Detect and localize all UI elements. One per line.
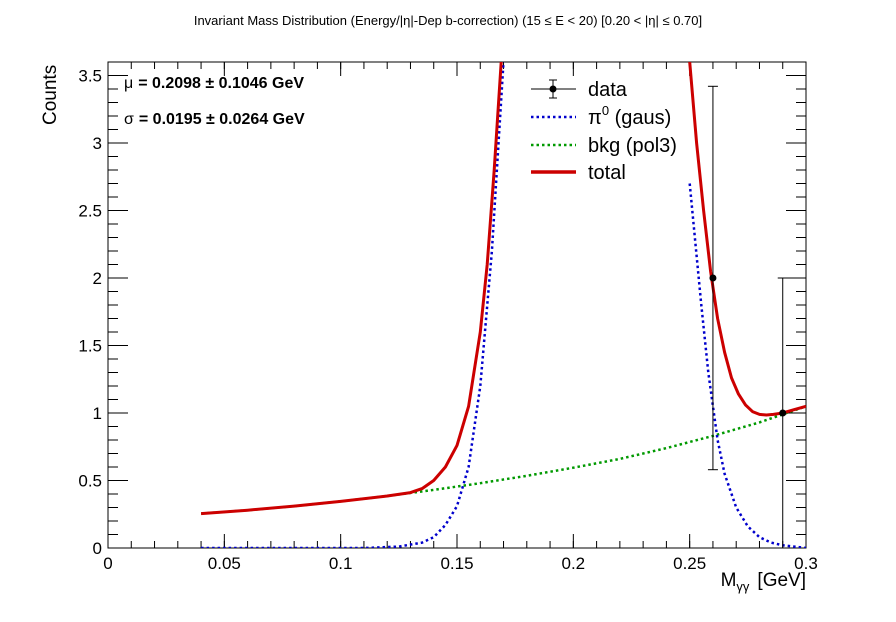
data-point xyxy=(709,274,717,282)
x-axis-label-main: M xyxy=(721,570,737,591)
mu-symbol: μ xyxy=(124,75,133,92)
sigma-annotation: σ = 0.0195 ± 0.0264 GeV xyxy=(124,111,305,128)
y-tick-label: 1.5 xyxy=(78,337,102,356)
x-tick-label: 0.2 xyxy=(562,554,586,573)
x-tick-label: 0.25 xyxy=(673,554,706,573)
legend-label-bkg: bkg (pol3) xyxy=(588,135,677,157)
total-fit-curve xyxy=(200,62,806,516)
mu-annotation: μ = 0.2098 ± 0.1046 GeV xyxy=(124,75,304,92)
x-axis-label: Mγγ [GeV] xyxy=(721,570,806,594)
mu-value: = 0.2098 ± 0.1046 GeV xyxy=(138,75,304,92)
y-tick-label: 2.5 xyxy=(78,202,102,221)
y-tick-label: 3 xyxy=(93,134,102,153)
legend-entry-total: total xyxy=(531,162,626,184)
legend-pi0-symbol: π xyxy=(588,107,602,129)
pi0-gaus-curve xyxy=(201,62,806,548)
x-axis-label-unit: [GeV] xyxy=(757,570,806,591)
chart-title: Invariant Mass Distribution (Energy/|η|-… xyxy=(194,13,702,28)
y-tick-label: 3.5 xyxy=(78,67,102,86)
legend-label-total: total xyxy=(588,162,626,184)
y-axis-ticks: 0 0.5 1 1.5 2 2.5 3 3.5 xyxy=(78,61,806,558)
data-point xyxy=(779,409,787,417)
y-tick-label: 0 xyxy=(93,539,102,558)
x-tick-label: 0 xyxy=(103,554,112,573)
legend-entry-data: data xyxy=(531,79,628,101)
legend-pi0-superscript: 0 xyxy=(602,103,609,118)
data-points xyxy=(707,85,788,549)
sigma-symbol: σ xyxy=(124,111,134,128)
legend-pi0-rest: (gaus) xyxy=(609,107,671,129)
x-tick-label: 0.15 xyxy=(440,554,473,573)
legend-label-data: data xyxy=(588,79,628,101)
legend: data π0 (gaus) bkg (pol3) total xyxy=(531,79,677,184)
x-tick-label: 0.1 xyxy=(329,554,353,573)
bkg-pol3-curve xyxy=(201,405,806,515)
legend-entry-bkg: bkg (pol3) xyxy=(531,135,677,157)
x-axis-ticks: 0 0.05 0.1 0.15 0.2 0.25 0.3 xyxy=(103,62,818,573)
legend-data-marker xyxy=(549,85,557,93)
y-tick-label: 2 xyxy=(93,269,102,288)
x-tick-label: 0.3 xyxy=(794,554,818,573)
y-axis-label: Counts xyxy=(40,65,61,125)
y-tick-label: 1 xyxy=(93,404,102,423)
y-tick-label: 0.5 xyxy=(78,472,102,491)
sigma-value: = 0.0195 ± 0.0264 GeV xyxy=(139,111,305,128)
legend-label-pi0: π0 (gaus) xyxy=(588,103,671,129)
x-tick-label: 0.05 xyxy=(208,554,241,573)
x-axis-label-subscript: γγ xyxy=(736,579,750,594)
fit-curves xyxy=(200,62,806,548)
legend-entry-pi0: π0 (gaus) xyxy=(531,103,671,129)
